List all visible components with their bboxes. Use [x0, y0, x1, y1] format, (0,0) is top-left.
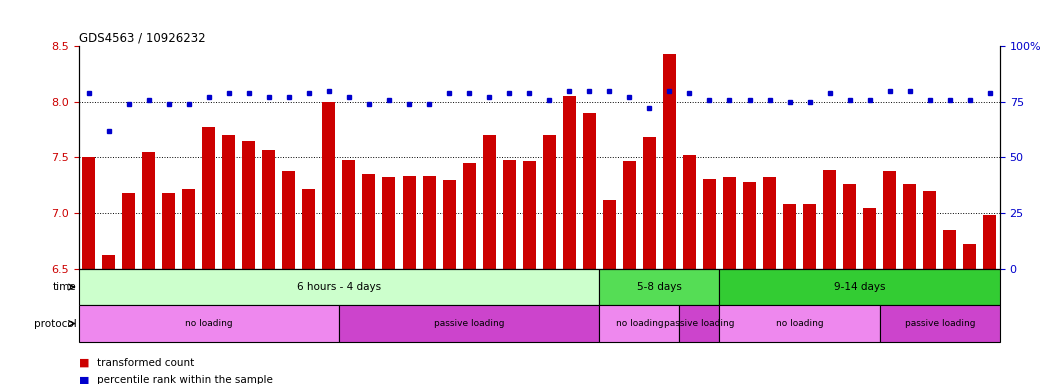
Bar: [463, 163, 475, 269]
Text: ■: ■: [79, 358, 89, 368]
Bar: [583, 113, 596, 269]
Bar: [943, 230, 956, 269]
Bar: [680, 305, 719, 342]
Bar: [303, 189, 315, 269]
Text: no loading: no loading: [776, 319, 823, 328]
Bar: [719, 269, 1000, 305]
Bar: [283, 171, 295, 269]
Bar: [983, 215, 997, 269]
Bar: [242, 141, 255, 269]
Text: passive loading: passive loading: [433, 319, 505, 328]
Bar: [603, 200, 616, 269]
Text: no loading: no loading: [616, 319, 663, 328]
Bar: [783, 204, 796, 269]
Bar: [339, 305, 599, 342]
Bar: [122, 193, 135, 269]
Bar: [683, 155, 696, 269]
Text: 9-14 days: 9-14 days: [833, 282, 886, 292]
Text: protocol: protocol: [34, 318, 76, 329]
Bar: [162, 193, 175, 269]
Bar: [863, 208, 876, 269]
Bar: [623, 161, 636, 269]
Bar: [923, 191, 936, 269]
Text: 6 hours - 4 days: 6 hours - 4 days: [297, 282, 381, 292]
Bar: [743, 182, 756, 269]
Bar: [599, 305, 680, 342]
Bar: [322, 102, 335, 269]
Text: transformed count: transformed count: [97, 358, 195, 368]
Bar: [723, 177, 736, 269]
Bar: [703, 179, 716, 269]
Bar: [904, 184, 916, 269]
Bar: [82, 157, 95, 269]
Bar: [542, 135, 556, 269]
Text: passive loading: passive loading: [664, 319, 735, 328]
Bar: [79, 305, 339, 342]
Bar: [503, 160, 516, 269]
Bar: [884, 171, 896, 269]
Bar: [342, 160, 355, 269]
Bar: [643, 137, 655, 269]
Bar: [663, 54, 676, 269]
Bar: [522, 161, 536, 269]
Bar: [879, 305, 1000, 342]
Text: 5-8 days: 5-8 days: [637, 282, 682, 292]
Bar: [803, 204, 816, 269]
Bar: [79, 269, 599, 305]
Bar: [382, 177, 396, 269]
Text: passive loading: passive loading: [905, 319, 975, 328]
Bar: [719, 305, 879, 342]
Bar: [402, 176, 416, 269]
Bar: [222, 135, 236, 269]
Bar: [763, 177, 776, 269]
Bar: [963, 244, 977, 269]
Bar: [483, 135, 495, 269]
Bar: [142, 152, 155, 269]
Text: no loading: no loading: [185, 319, 232, 328]
Bar: [843, 184, 856, 269]
Bar: [102, 255, 115, 269]
Bar: [362, 174, 376, 269]
Text: ■: ■: [79, 375, 89, 384]
Bar: [443, 180, 455, 269]
Bar: [263, 150, 275, 269]
Bar: [562, 96, 576, 269]
Text: GDS4563 / 10926232: GDS4563 / 10926232: [79, 32, 205, 45]
Bar: [599, 269, 719, 305]
Text: percentile rank within the sample: percentile rank within the sample: [97, 375, 273, 384]
Bar: [823, 170, 837, 269]
Bar: [182, 189, 195, 269]
Bar: [423, 176, 436, 269]
Text: time: time: [53, 282, 76, 292]
Bar: [202, 127, 216, 269]
